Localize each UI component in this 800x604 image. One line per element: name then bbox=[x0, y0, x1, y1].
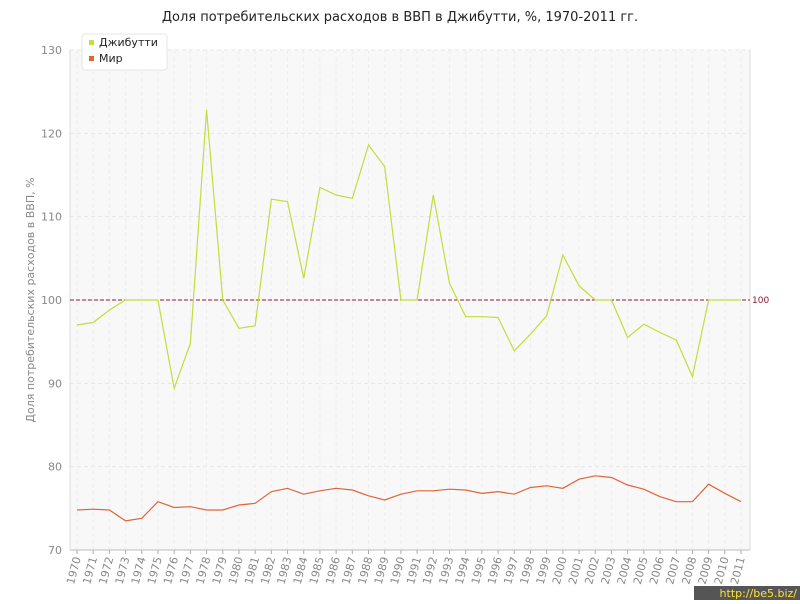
legend-swatch bbox=[89, 40, 94, 45]
y-tick-label: 90 bbox=[48, 377, 62, 390]
legend-swatch bbox=[89, 56, 94, 61]
y-tick-label: 130 bbox=[41, 44, 62, 57]
watermark-bg bbox=[694, 586, 800, 600]
series-line bbox=[76, 109, 741, 391]
legend-box bbox=[81, 33, 168, 71]
reference-label: 100 bbox=[752, 296, 769, 306]
y-tick-label: 100 bbox=[41, 294, 62, 307]
y-tick-label: 120 bbox=[41, 127, 62, 140]
chart-title: Доля потребительских расходов в ВВП в Дж… bbox=[162, 10, 638, 25]
y-tick-label: 110 bbox=[41, 211, 62, 224]
legend: Джибутти Мир bbox=[81, 33, 168, 71]
y-axis-label: Доля потребительских расходов в ВВП, % bbox=[24, 177, 37, 422]
y-tick-label: 80 bbox=[48, 461, 62, 474]
legend-label: Мир bbox=[99, 52, 123, 65]
legend-label: Джибутти bbox=[99, 36, 158, 49]
series-line bbox=[76, 475, 742, 522]
y-tick-label: 70 bbox=[48, 544, 62, 557]
watermark: http://be5.biz/ bbox=[720, 587, 798, 600]
